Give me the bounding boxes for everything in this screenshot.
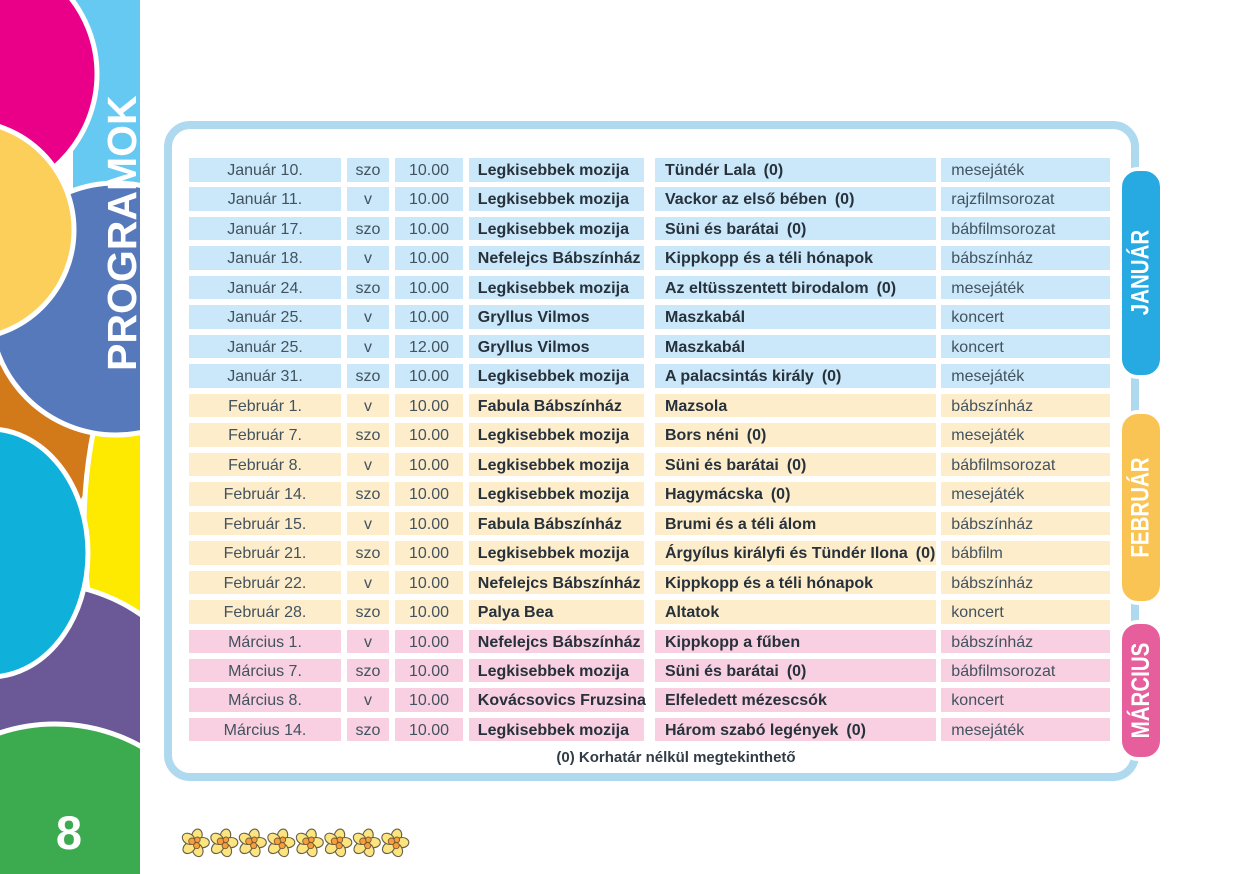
- svg-text:PROGRAMOK: PROGRAMOK: [99, 95, 145, 371]
